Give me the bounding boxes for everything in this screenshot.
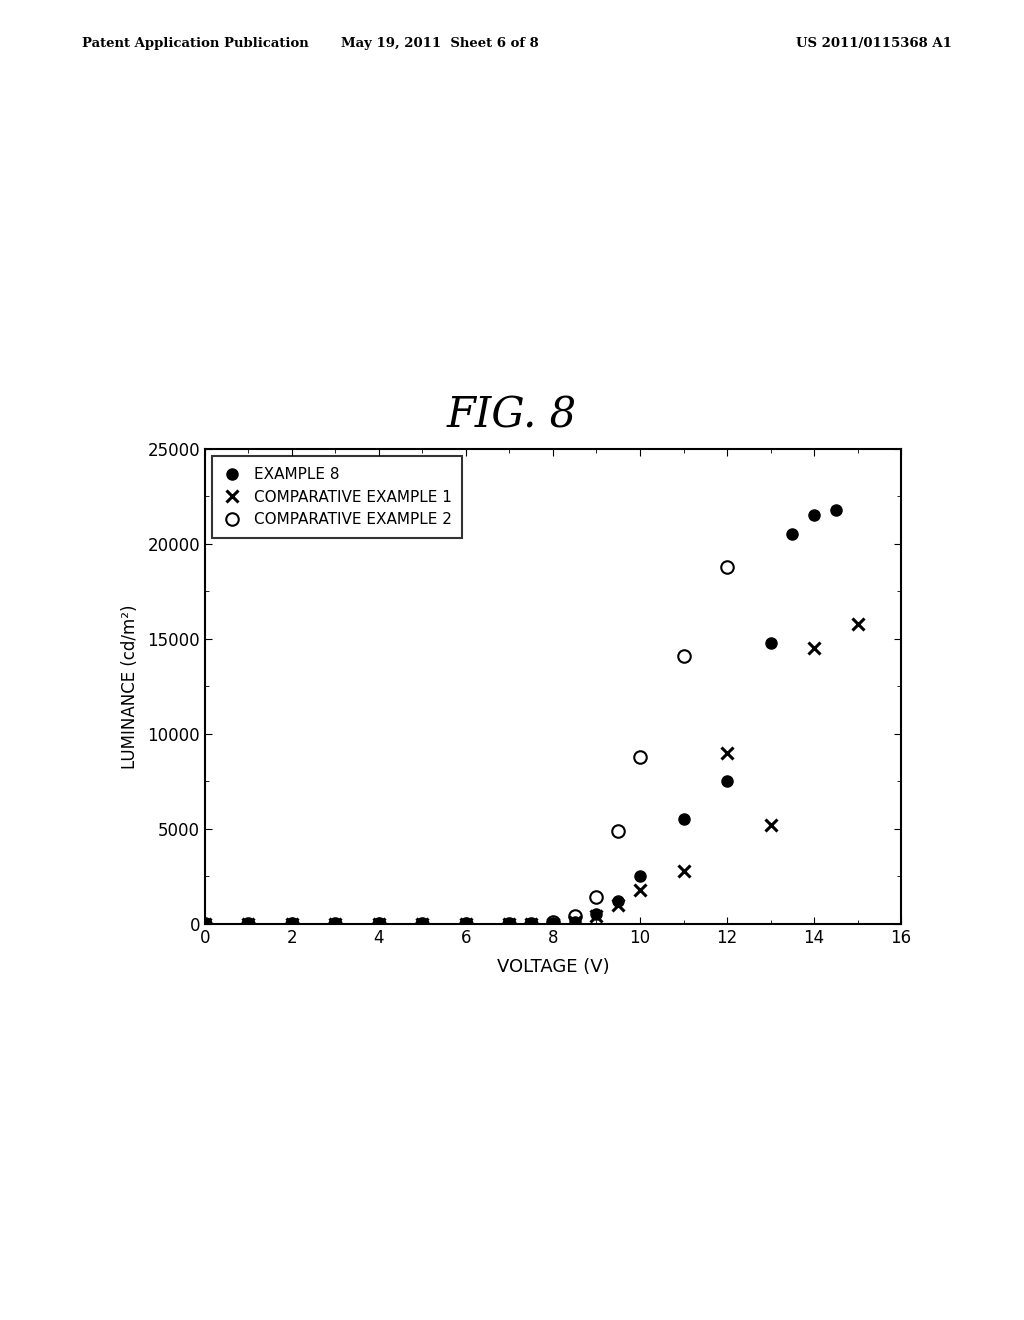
COMPARATIVE EXAMPLE 2 [634, 748, 646, 764]
COMPARATIVE EXAMPLE 1 [525, 916, 538, 932]
Y-axis label: LUMINANCE (cd/m²): LUMINANCE (cd/m²) [121, 605, 139, 768]
EXAMPLE 8 [199, 916, 211, 932]
Text: May 19, 2011  Sheet 6 of 8: May 19, 2011 Sheet 6 of 8 [341, 37, 540, 50]
EXAMPLE 8 [765, 635, 777, 651]
COMPARATIVE EXAMPLE 2 [547, 915, 559, 931]
COMPARATIVE EXAMPLE 2 [373, 916, 385, 932]
COMPARATIVE EXAMPLE 1 [417, 916, 429, 932]
COMPARATIVE EXAMPLE 1 [568, 915, 581, 931]
EXAMPLE 8 [678, 812, 690, 828]
EXAMPLE 8 [460, 916, 472, 932]
COMPARATIVE EXAMPLE 1 [243, 916, 255, 932]
COMPARATIVE EXAMPLE 1 [678, 863, 690, 879]
Line: EXAMPLE 8: EXAMPLE 8 [200, 504, 842, 929]
EXAMPLE 8 [330, 916, 342, 932]
COMPARATIVE EXAMPLE 1 [330, 916, 342, 932]
Text: FIG. 8: FIG. 8 [446, 395, 578, 437]
EXAMPLE 8 [547, 916, 559, 932]
Text: Patent Application Publication: Patent Application Publication [82, 37, 308, 50]
EXAMPLE 8 [568, 913, 581, 929]
COMPARATIVE EXAMPLE 1 [286, 916, 298, 932]
EXAMPLE 8 [721, 774, 733, 789]
COMPARATIVE EXAMPLE 2 [417, 916, 429, 932]
COMPARATIVE EXAMPLE 2 [525, 916, 538, 932]
X-axis label: VOLTAGE (V): VOLTAGE (V) [497, 958, 609, 975]
EXAMPLE 8 [590, 907, 602, 923]
COMPARATIVE EXAMPLE 2 [199, 916, 211, 932]
COMPARATIVE EXAMPLE 2 [568, 908, 581, 924]
Line: COMPARATIVE EXAMPLE 1: COMPARATIVE EXAMPLE 1 [199, 618, 864, 931]
COMPARATIVE EXAMPLE 2 [612, 822, 625, 838]
COMPARATIVE EXAMPLE 2 [330, 916, 342, 932]
COMPARATIVE EXAMPLE 1 [765, 817, 777, 833]
EXAMPLE 8 [612, 894, 625, 909]
EXAMPLE 8 [808, 507, 820, 523]
COMPARATIVE EXAMPLE 2 [243, 916, 255, 932]
COMPARATIVE EXAMPLE 2 [460, 916, 472, 932]
COMPARATIVE EXAMPLE 1 [634, 882, 646, 898]
COMPARATIVE EXAMPLE 1 [199, 916, 211, 932]
EXAMPLE 8 [373, 916, 385, 932]
EXAMPLE 8 [786, 527, 799, 543]
COMPARATIVE EXAMPLE 2 [504, 916, 516, 932]
COMPARATIVE EXAMPLE 2 [721, 558, 733, 574]
COMPARATIVE EXAMPLE 1 [612, 898, 625, 913]
COMPARATIVE EXAMPLE 2 [590, 890, 602, 906]
COMPARATIVE EXAMPLE 1 [460, 916, 472, 932]
EXAMPLE 8 [634, 869, 646, 884]
EXAMPLE 8 [243, 916, 255, 932]
EXAMPLE 8 [525, 916, 538, 932]
EXAMPLE 8 [286, 916, 298, 932]
COMPARATIVE EXAMPLE 1 [852, 615, 864, 631]
Text: US 2011/0115368 A1: US 2011/0115368 A1 [797, 37, 952, 50]
COMPARATIVE EXAMPLE 2 [286, 916, 298, 932]
Line: COMPARATIVE EXAMPLE 2: COMPARATIVE EXAMPLE 2 [199, 561, 733, 931]
COMPARATIVE EXAMPLE 1 [590, 908, 602, 924]
COMPARATIVE EXAMPLE 1 [373, 916, 385, 932]
EXAMPLE 8 [504, 916, 516, 932]
COMPARATIVE EXAMPLE 2 [678, 648, 690, 664]
Legend: EXAMPLE 8, COMPARATIVE EXAMPLE 1, COMPARATIVE EXAMPLE 2: EXAMPLE 8, COMPARATIVE EXAMPLE 1, COMPAR… [212, 457, 462, 539]
COMPARATIVE EXAMPLE 1 [547, 916, 559, 932]
EXAMPLE 8 [417, 916, 429, 932]
COMPARATIVE EXAMPLE 1 [721, 744, 733, 760]
EXAMPLE 8 [829, 502, 842, 517]
COMPARATIVE EXAMPLE 1 [504, 916, 516, 932]
COMPARATIVE EXAMPLE 1 [808, 640, 820, 656]
